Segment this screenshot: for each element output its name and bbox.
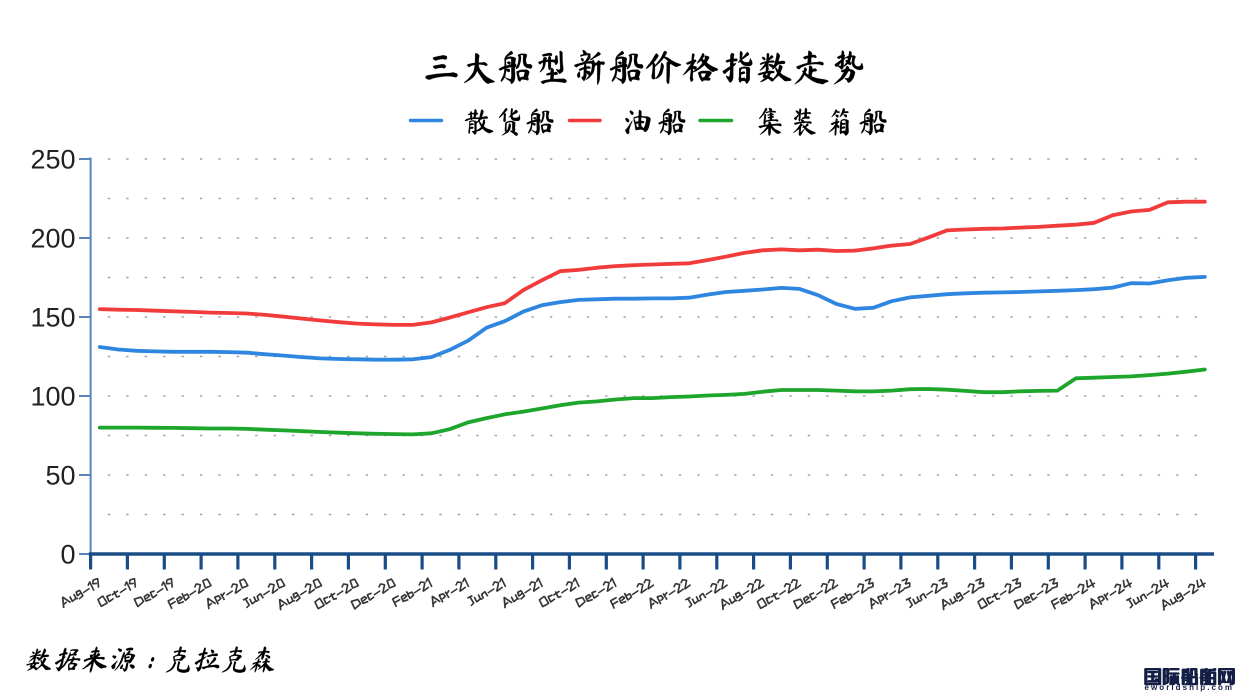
svg-text:0: 0: [60, 540, 75, 570]
svg-text:50: 50: [45, 461, 75, 491]
svg-text:eworldship.com: eworldship.com: [1145, 683, 1235, 692]
svg-text:150: 150: [30, 303, 75, 333]
svg-text:200: 200: [30, 224, 75, 254]
svg-text:250: 250: [30, 145, 75, 175]
svg-text:100: 100: [30, 382, 75, 412]
